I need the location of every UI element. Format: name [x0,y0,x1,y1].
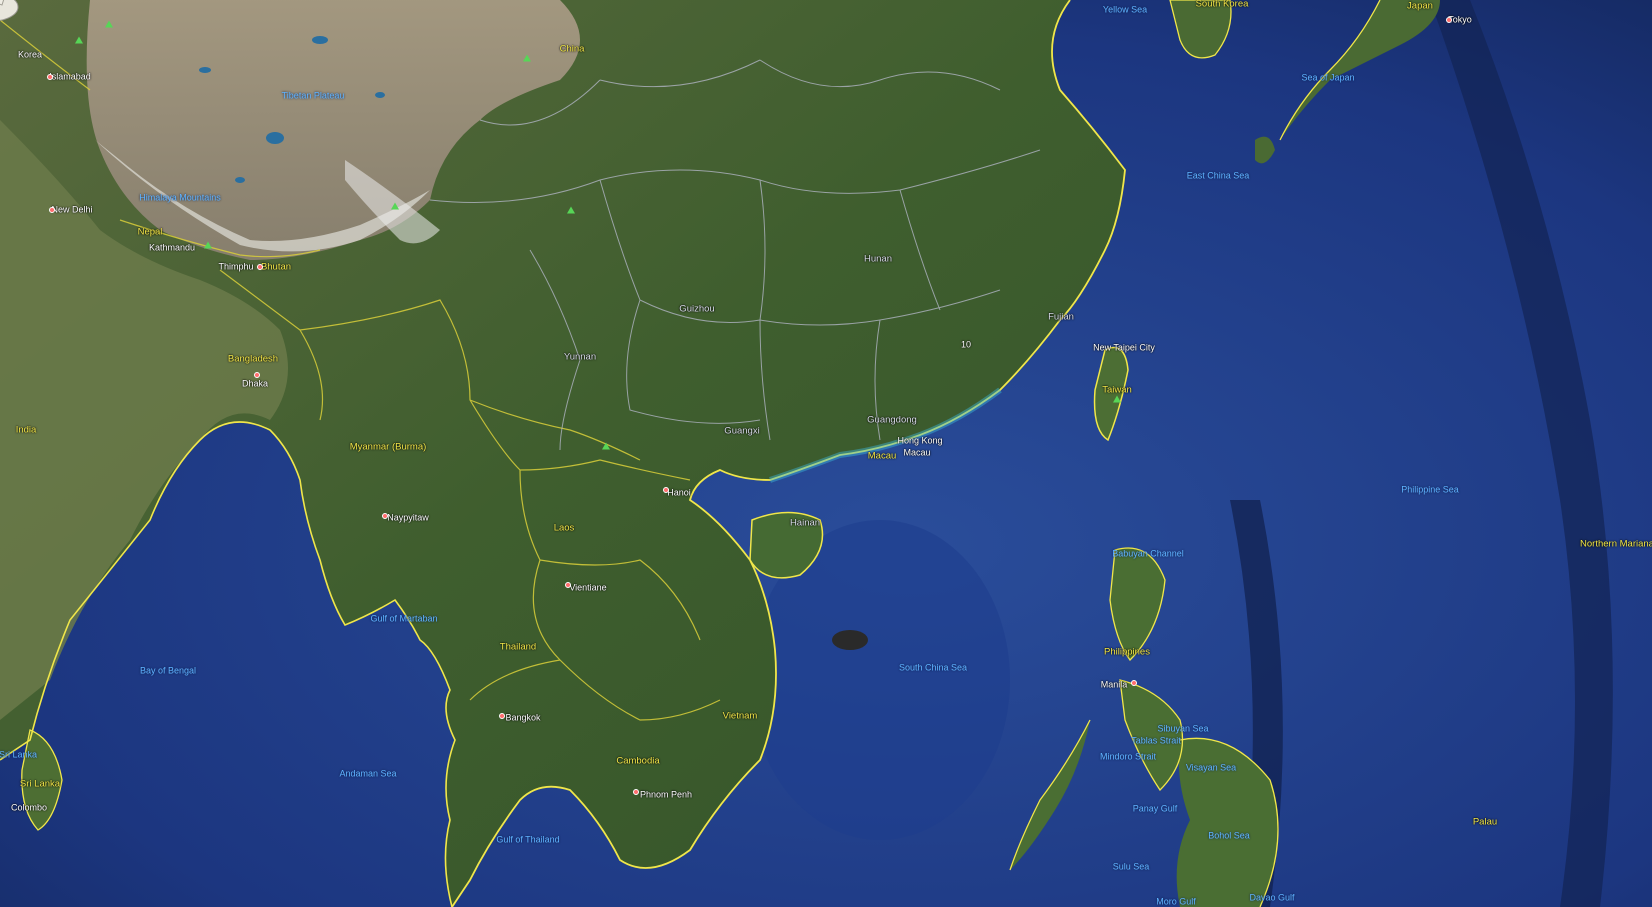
label-east-china-sea: East China Sea [1186,170,1250,181]
label-myanmar: Myanmar (Burma) [349,441,427,453]
label-fujian: Fujian [1048,311,1074,323]
label-bhutan: Bhutan [260,261,292,273]
label-gulf-martaban: Gulf of Martaban [370,613,438,624]
mountain-peak-icon [602,442,610,450]
label-sri-lanka: Sri Lanka [19,778,61,790]
label-laos: Laos [553,522,575,534]
label-sri-lanka-sea: Sri Lanka [0,749,38,760]
label-taiwan: Taiwan [1102,384,1132,396]
label-moro: Moro Gulf [1156,896,1196,907]
label-phnom-penh: Phnom Penh [639,789,693,800]
label-naypyitaw: Naypyitaw [387,512,429,523]
label-bay-bengal: Bay of Bengal [139,665,197,676]
label-bohol: Bohol Sea [1208,830,1250,841]
label-philippines: Philippines [1104,646,1150,658]
label-philippine-sea: Philippine Sea [1401,484,1459,495]
label-visayan: Visayan Sea [1185,762,1237,773]
label-sea-of-japan: Sea of Japan [1301,72,1355,83]
label-sibuyan: Sibuyan Sea [1157,723,1209,734]
label-pin-number: 10 [960,339,972,350]
label-new-taipei: New Taipei City [1093,342,1155,353]
label-japan: Japan [1407,0,1433,12]
label-kathmandu: Kathmandu [148,242,196,253]
label-vientiane: Vientiane [569,582,607,593]
label-tokyo: Tokyo [1448,14,1472,25]
label-bangkok: Bangkok [505,712,541,723]
label-manila: Manila [1100,679,1128,690]
label-davao: Davao Gulf [1249,892,1295,903]
label-panay: Panay Gulf [1132,803,1178,814]
label-cambodia: Cambodia [616,755,660,767]
label-hainan: Hainan [789,517,821,529]
pushpin-icon[interactable] [0,0,40,55]
label-hong-kong: Hong Kong [897,435,943,446]
label-guangdong: Guangdong [867,414,917,426]
label-thailand: Thailand [499,641,537,653]
label-guangxi: Guangxi [724,425,760,437]
capital-marker-icon [47,74,53,80]
capital-marker-icon [254,372,260,378]
label-mindoro: Mindoro Strait [1099,751,1157,762]
label-guizhou: Guizhou [679,303,715,315]
label-dhaka: Dhaka [241,378,269,389]
capital-marker-icon [1131,680,1137,686]
capital-marker-icon [382,513,388,519]
label-gulf-thailand: Gulf of Thailand [496,834,560,845]
capital-marker-icon [1446,17,1452,23]
label-india: India [15,424,37,436]
label-palau: Palau [1472,816,1498,828]
capital-marker-icon [49,207,55,213]
label-hunan: Hunan [864,253,892,265]
label-south-korea: South Korea [1195,0,1249,10]
label-sulu: Sulu Sea [1112,861,1150,872]
mountain-peak-icon [523,54,531,62]
capital-marker-icon [257,264,263,270]
mountain-peak-icon [567,206,575,214]
label-macau-sar: Macau [867,450,897,462]
label-yunnan: Yunnan [563,351,597,363]
label-hanoi: Hanoi [667,487,691,498]
label-andaman: Andaman Sea [339,768,397,779]
label-china: China [559,43,585,55]
capital-marker-icon [633,789,639,795]
label-islamabad: Islamabad [49,71,91,82]
capital-marker-icon [663,487,669,493]
label-northern-mariana: Northern Mariana Is [1580,538,1652,550]
mountain-peak-icon [204,241,212,249]
mountain-peak-icon [75,36,83,44]
capital-marker-icon [565,582,571,588]
mountain-peak-icon [1113,395,1121,403]
mountain-peak-icon [105,20,113,28]
label-thimphu: Thimphu [218,261,254,272]
label-nepal: Nepal [137,226,163,238]
capital-marker-icon [499,713,505,719]
label-colombo: Colombo [10,802,48,813]
label-vietnam: Vietnam [722,710,758,722]
label-babuyan: Babuyan Channel [1112,548,1184,559]
label-new-delhi: New Delhi [51,204,93,215]
label-himalaya: Himalaya Mountains [139,192,221,203]
label-tibetan-plateau: Tibetan Plateau [281,90,345,101]
label-yellow-sea: Yellow Sea [1102,4,1148,15]
label-korea-partial: Korea [17,49,43,60]
label-bangladesh: Bangladesh [227,353,279,365]
label-tablas: Tablas Strait [1131,735,1181,746]
mountain-peak-icon [391,202,399,210]
label-south-china-sea: South China Sea [898,662,968,673]
label-macau: Macau [903,447,931,458]
